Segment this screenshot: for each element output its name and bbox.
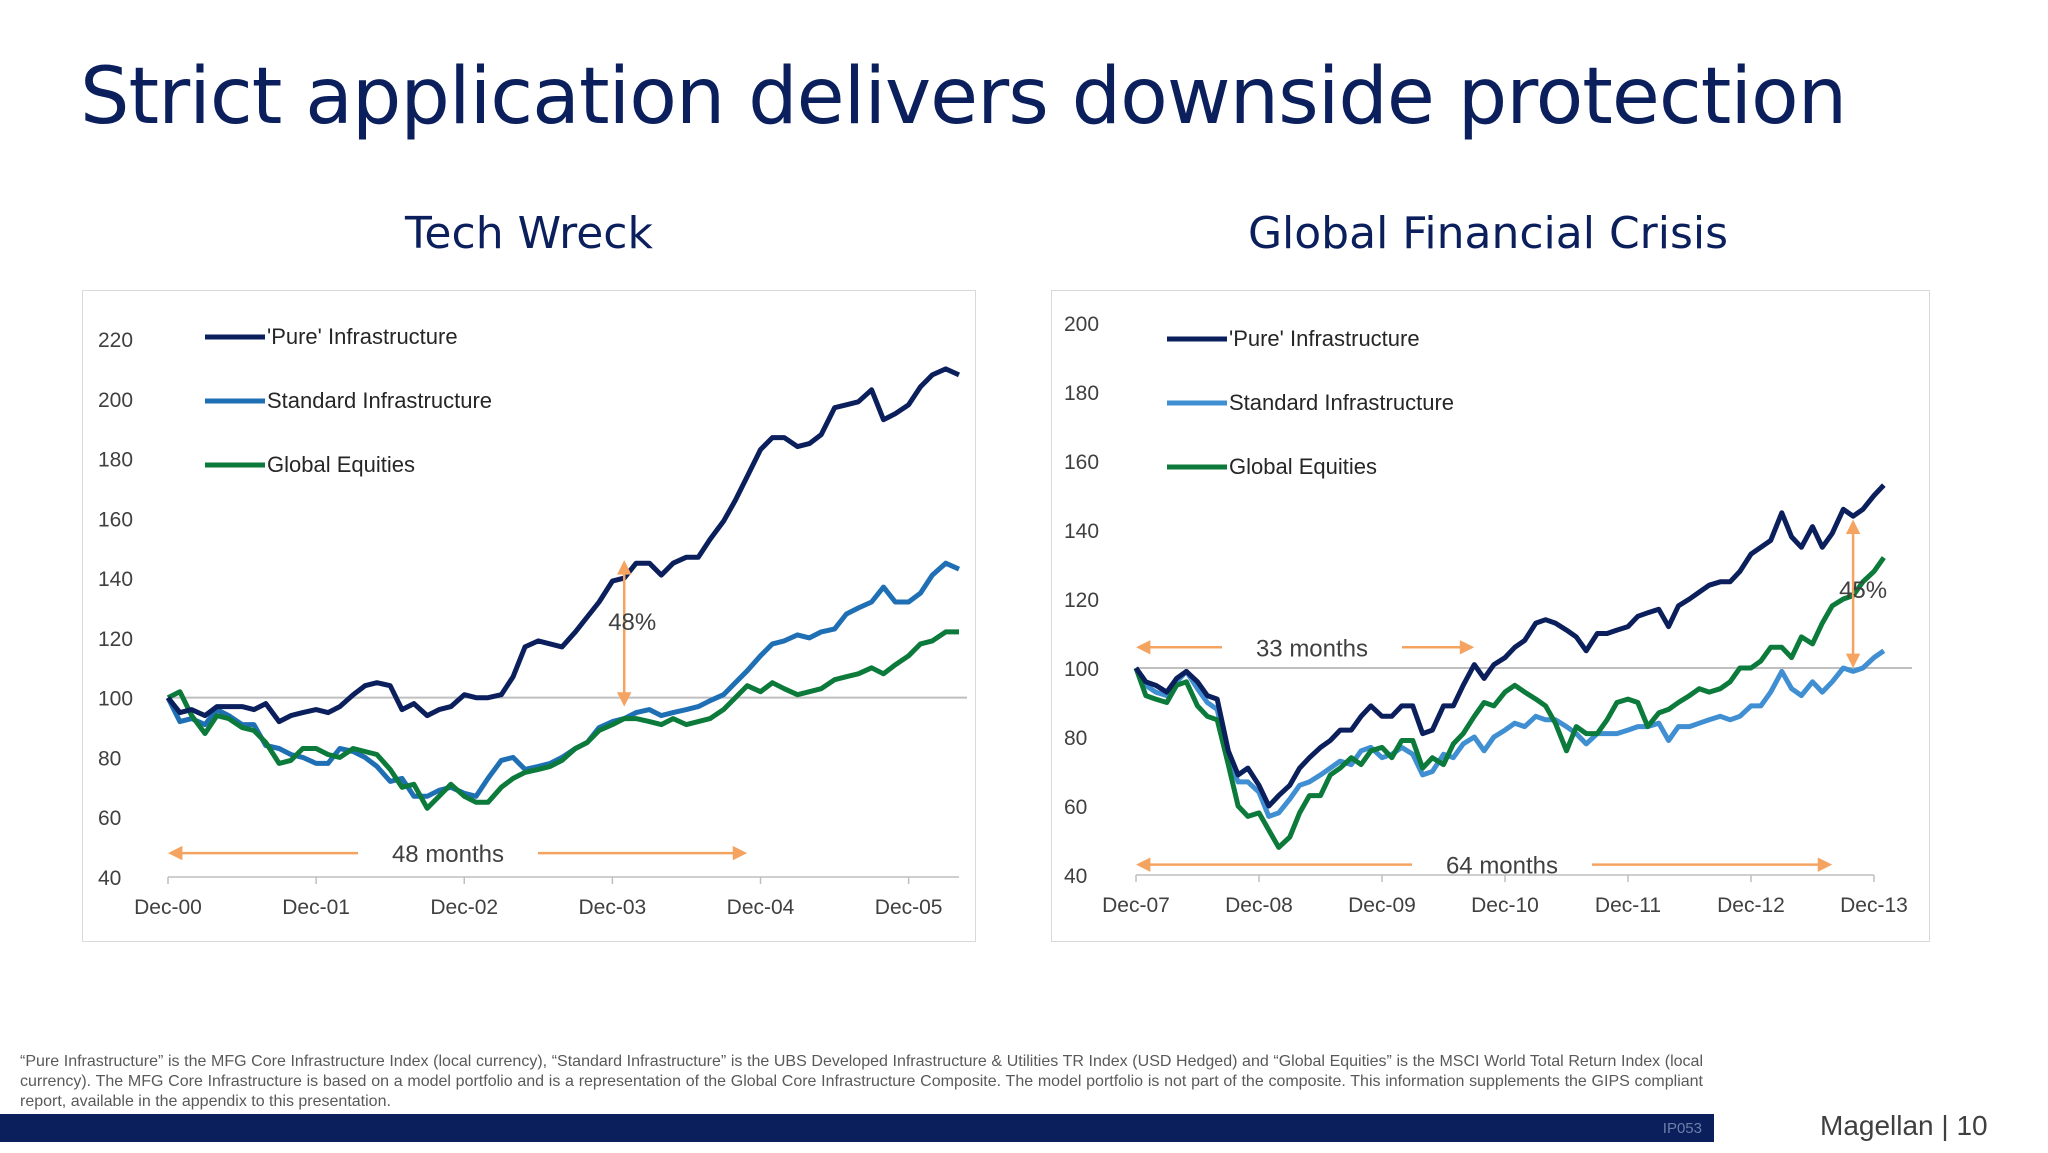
chart-title-tech-wreck: Tech Wreck <box>405 208 653 259</box>
tech-wreck-chart: 40 60 80 100 120 140 160 180 200 220 Dec-00 Dec-01 D… <box>82 290 976 942</box>
page-title: Strict application delivers downside pro… <box>80 52 1847 142</box>
gap-arrow-head-up <box>617 560 632 575</box>
y-tick-label: 60 <box>1064 796 1087 819</box>
x-tick-label: Dec-07 <box>1102 894 1170 917</box>
y-tick-label: 220 <box>98 329 133 352</box>
gap-arrow-head-down <box>1845 653 1861 668</box>
y-tick-label: 140 <box>1064 520 1099 543</box>
gfc-plot: 40 60 80 100 120 140 160 180 200 Dec-07 Dec-08 Dec-… <box>1064 313 1912 917</box>
series-line-pure <box>166 366 961 725</box>
y-tick-label: 40 <box>98 867 121 890</box>
duration-span-arrow-head-left <box>168 845 183 861</box>
duration-span-arrow-head-right <box>1817 857 1833 872</box>
y-tick-label: 160 <box>98 508 133 531</box>
y-tick-label: 100 <box>98 688 133 711</box>
footer-bar: IP053 <box>0 1114 1714 1142</box>
gfc-chart: 40 60 80 100 120 140 160 180 200 Dec-07 Dec-08 Dec-… <box>1051 290 1930 942</box>
series-line-equities <box>1133 556 1886 850</box>
series-line-equities <box>166 629 959 811</box>
x-tick-label: Dec-08 <box>1225 894 1293 917</box>
y-tick-label: 180 <box>1064 382 1099 405</box>
y-tick-label: 100 <box>1064 658 1099 681</box>
x-tick-label: Dec-13 <box>1840 894 1908 917</box>
y-tick-label: 80 <box>98 747 121 770</box>
x-tick-label: Dec-00 <box>134 896 202 919</box>
legend-label-pure: 'Pure' Infrastructure <box>267 324 458 349</box>
series-line-standard <box>1133 648 1886 819</box>
x-tick-label: Dec-12 <box>1717 894 1785 917</box>
duration-span-arrow-head-left <box>1136 857 1151 872</box>
y-tick-label: 180 <box>98 449 133 472</box>
legend-label-standard: Standard Infrastructure <box>267 388 492 413</box>
y-tick-label: 80 <box>1064 727 1087 750</box>
x-tick-label: Dec-02 <box>430 896 498 919</box>
y-tick-label: 120 <box>98 628 133 651</box>
chart-title-gfc: Global Financial Crisis <box>1247 208 1729 259</box>
y-tick-label: 140 <box>98 568 133 591</box>
y-tick-label: 40 <box>1064 865 1087 888</box>
legend-label-standard: Standard Infrastructure <box>1229 390 1454 415</box>
gap-arrow-head-down <box>617 692 632 707</box>
legend-label-pure: 'Pure' Infrastructure <box>1229 326 1420 351</box>
y-tick-label: 120 <box>1064 589 1099 612</box>
recovery-span-arrow-head-left <box>1136 640 1151 655</box>
legend-label-equities: Global Equities <box>1229 454 1377 479</box>
x-tick-label: Dec-09 <box>1348 894 1416 917</box>
x-tick-label: Dec-04 <box>727 896 795 919</box>
y-tick-label: 160 <box>1064 451 1099 474</box>
x-tick-label: Dec-03 <box>579 896 647 919</box>
duration-span-label: 48 months <box>392 841 504 868</box>
recovery-span-label: 33 months <box>1256 635 1368 662</box>
y-tick-label: 60 <box>98 807 121 830</box>
y-tick-label: 200 <box>98 389 133 412</box>
brand-page-number: Magellan | 10 <box>1820 1110 1988 1141</box>
recovery-span-arrow-head-right <box>1459 640 1475 655</box>
y-tick-label: 200 <box>1064 313 1099 336</box>
x-tick-label: Dec-10 <box>1471 894 1539 917</box>
duration-span-label: 64 months <box>1446 853 1558 880</box>
gap-percentage-label: 48% <box>608 609 656 636</box>
gap-arrow-head-up <box>1845 519 1861 535</box>
document-code: IP053 <box>1662 1120 1702 1137</box>
x-tick-label: Dec-05 <box>875 896 943 919</box>
gap-percentage-label: 45% <box>1839 577 1887 604</box>
legend-label-equities: Global Equities <box>267 452 415 477</box>
x-tick-label: Dec-11 <box>1595 894 1661 917</box>
tech-wreck-plot: 40 60 80 100 120 140 160 180 200 220 Dec-00 Dec-01 D… <box>98 324 967 919</box>
series-line-pure <box>1133 483 1886 809</box>
duration-span-arrow-head-right <box>732 845 748 861</box>
footnote: “Pure Infrastructure” is the MFG Core In… <box>20 1053 1703 1110</box>
x-tick-label: Dec-01 <box>282 896 350 919</box>
